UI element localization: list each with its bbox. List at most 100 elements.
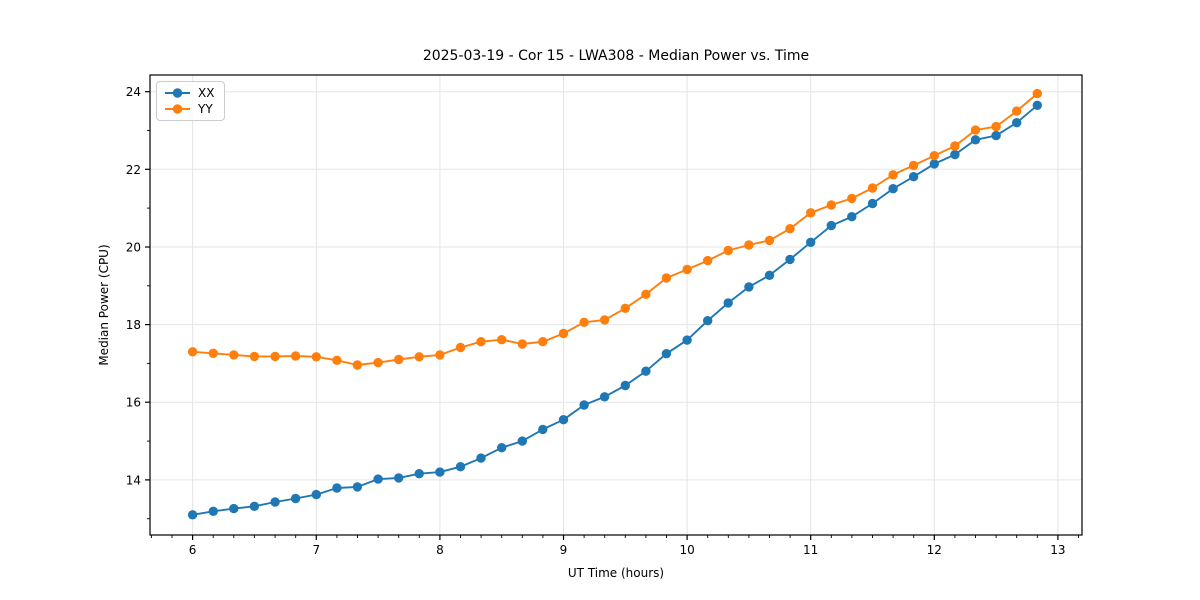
series-xx-marker	[806, 237, 816, 247]
series-yy-marker	[620, 303, 630, 313]
y-tick-label: 20	[126, 241, 141, 255]
series-yy-marker	[723, 245, 733, 256]
series-yy-marker	[229, 350, 239, 360]
series-yy-marker	[764, 235, 775, 246]
legend-marker-xx-icon	[165, 88, 190, 98]
series-xx-marker	[558, 415, 569, 425]
series-yy-marker	[682, 264, 692, 275]
series-xx-marker	[950, 149, 960, 160]
series-yy-marker	[1012, 106, 1022, 116]
y-tick-label: 14	[126, 473, 141, 487]
series-yy-marker	[641, 289, 651, 299]
x-tick-label: 12	[927, 543, 942, 557]
series-yy-marker	[847, 193, 857, 204]
series-yy-marker	[950, 141, 960, 151]
series-xx-marker	[414, 469, 424, 479]
series-xx-marker	[517, 436, 527, 446]
series-yy-marker	[497, 335, 507, 345]
series-xx-marker	[435, 467, 445, 477]
x-tick-label: 6	[189, 543, 197, 557]
series-xx-marker	[682, 335, 692, 345]
series-yy-marker	[579, 317, 589, 327]
series-xx-marker	[538, 424, 548, 435]
series-xx-marker	[847, 212, 857, 222]
series-xx-marker	[373, 474, 383, 484]
x-tick-label: 8	[436, 543, 444, 557]
series-xx-marker	[723, 298, 733, 308]
series-xx-marker	[929, 159, 939, 169]
series-yy-marker	[908, 160, 919, 171]
series-yy-marker	[744, 240, 754, 250]
series-xx-marker	[908, 172, 919, 182]
legend: XX YY	[156, 81, 226, 121]
series-yy-marker	[785, 224, 795, 234]
y-tick-label: 24	[126, 85, 141, 99]
series-yy-marker	[661, 273, 672, 283]
legend-item-yy: YY	[164, 103, 214, 115]
series-yy-marker	[806, 208, 816, 218]
x-tick-label: 7	[312, 543, 320, 557]
y-tick-label: 18	[126, 318, 141, 332]
series-xx-marker	[744, 282, 754, 292]
series-yy-marker	[332, 355, 342, 365]
series-xx-marker	[764, 270, 775, 280]
series-xx-marker	[394, 473, 404, 483]
series-yy-marker	[703, 255, 713, 266]
series-yy-marker	[599, 315, 610, 325]
legend-label-xx: XX	[198, 86, 215, 100]
series-yy-marker	[929, 151, 939, 161]
series-yy-marker	[249, 351, 260, 362]
series-yy-marker	[414, 352, 424, 362]
series-xx-marker	[826, 220, 836, 231]
series-xx-marker	[290, 493, 301, 504]
series-yy-marker	[1032, 88, 1043, 99]
series-xx-marker	[703, 316, 713, 326]
series-yy-marker	[538, 337, 548, 347]
series-yy-marker	[270, 351, 280, 362]
series-xx-marker	[620, 380, 630, 391]
series-xx-marker	[599, 392, 610, 402]
series-xx-marker	[229, 503, 239, 514]
axes-spines	[149, 74, 1083, 536]
series-xx-marker	[579, 400, 589, 410]
series-xx-marker	[641, 366, 651, 376]
series-xx-marker	[352, 482, 363, 492]
series-yy-marker	[435, 350, 445, 360]
legend-label-yy: YY	[198, 102, 213, 116]
x-axis-label: UT Time (hours)	[568, 566, 664, 580]
series-yy-marker	[311, 352, 321, 362]
series-xx-marker	[867, 198, 878, 209]
series-xx-marker	[991, 130, 1001, 141]
series-xx-marker	[249, 501, 260, 511]
legend-marker-yy-icon	[165, 104, 190, 114]
series-yy-marker	[888, 170, 898, 180]
series-yy-marker	[991, 121, 1001, 132]
series-xx-marker	[311, 489, 321, 500]
series-xx-marker	[187, 510, 198, 520]
series-yy-marker	[476, 337, 486, 347]
series-xx-marker	[270, 497, 280, 507]
series-yy-marker	[208, 348, 218, 358]
series-xx-marker	[497, 443, 507, 453]
series-xx-marker	[332, 483, 342, 493]
series-xx-marker	[1032, 100, 1043, 111]
x-tick-label: 13	[1050, 543, 1065, 557]
series-xx-marker	[1012, 118, 1022, 128]
series-xx-marker	[476, 453, 486, 463]
y-tick-label: 22	[126, 163, 141, 177]
chart-title: 2025-03-19 - Cor 15 - LWA308 - Median Po…	[422, 48, 810, 64]
x-tick-label: 9	[560, 543, 568, 557]
series-yy-marker	[373, 357, 383, 368]
series-yy-marker	[187, 347, 198, 357]
series-xx-marker	[455, 462, 466, 472]
series-xx-marker	[208, 506, 218, 516]
x-tick-label: 10	[679, 543, 694, 557]
series-yy-marker	[352, 360, 363, 370]
series-yy-marker	[558, 328, 569, 339]
legend-item-xx: XX	[164, 87, 214, 99]
series-yy-marker	[455, 342, 466, 353]
series-yy-marker	[826, 200, 836, 210]
series-yy-marker	[517, 339, 527, 349]
